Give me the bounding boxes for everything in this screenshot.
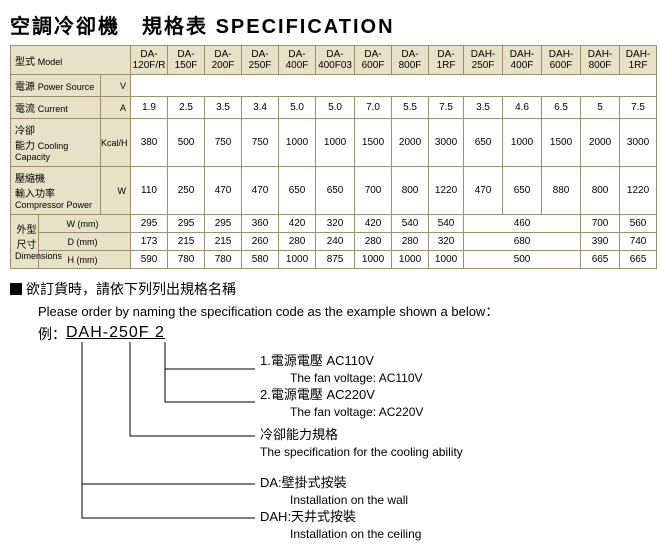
legend-voltage-220: 2.電源電壓 AC220VThe fan voltage: AC220V [260,386,423,420]
current-row: 電流 Current A 1.92.53.5 3.45.05.0 7.05.57… [11,97,657,119]
title-cn: 空調冷卻機 規格表 [10,16,208,38]
page-title: 空調冷卻機 規格表 SPECIFICATION [10,10,650,39]
dim-w-row: 外型尺寸Dimensions W (mm) 295295295 36042032… [11,215,657,233]
col-h: DAH-600F [542,46,581,75]
order-subtitle: Please order by naming the specification… [38,301,650,320]
col-h: DAH-1RF [620,46,657,75]
col-h: DA-200F [205,46,242,75]
col-h: DA-600F [355,46,392,75]
dim-h-row: H (mm) 590780780 5801000875 100010001000… [11,251,657,269]
col-h: DA-400F03 [316,46,355,75]
square-bullet-icon [10,283,22,295]
col-h: DA-400F [279,46,316,75]
power-row: 電源 Power Source V [11,75,657,97]
spec-table: 型式 Model DA-120F/R DA-150F DA-200F DA-25… [10,45,657,269]
col-h: DA-150F [168,46,205,75]
dim-d-row: D (mm) 173215215 260280240 280280320 680… [11,233,657,251]
model-label: 型式 Model [11,46,131,75]
col-h: DA-120F/R [131,46,168,75]
order-title: 欲訂貨時，請依下列列出規格名稱 [10,279,650,299]
legend-cooling: 冷卻能力規格The specification for the cooling … [260,426,463,460]
legend-da: DA:壁掛式按裝Installation on the wall [260,474,408,508]
example-diagram: 例： DAH-250F 2 1.電源電壓 AC110VThe fan volta… [10,324,650,544]
col-h: DAH-250F [464,46,503,75]
col-h: DA-1RF [429,46,464,75]
title-en: SPECIFICATION [216,16,395,38]
legend-dah: DAH:天井式按裝Installation on the ceiling [260,508,421,542]
header-row: 型式 Model DA-120F/R DA-150F DA-200F DA-25… [11,46,657,75]
legend-voltage-110: 1.電源電壓 AC110VThe fan voltage: AC110V [260,352,423,386]
col-h: DA-800F [392,46,429,75]
col-h: DAH-400F [503,46,542,75]
col-h: DA-250F [242,46,279,75]
col-h: DAH-800F [581,46,620,75]
cooling-row: 冷卻 能力 Cooling Capacity Kcal/H 380500750 … [11,119,657,167]
compressor-row: 壓縮機 輸入功率 Compressor Power W 110250470 47… [11,167,657,215]
